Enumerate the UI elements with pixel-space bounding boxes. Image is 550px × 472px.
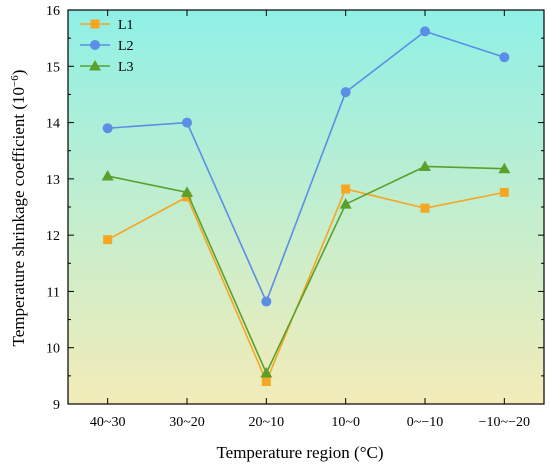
data-point-l1	[420, 203, 430, 213]
y-tick-label: 12	[46, 229, 60, 244]
x-axis-title: Temperature region (°C)	[216, 443, 383, 462]
data-point-l3	[419, 160, 431, 171]
legend-item-l1: L1	[80, 18, 134, 33]
data-point-l1	[103, 235, 113, 245]
legend-item-l2: L2	[80, 39, 134, 54]
legend-marker	[89, 60, 101, 71]
series-l2	[102, 26, 510, 307]
y-tick-label: 13	[46, 173, 60, 188]
legend-label: L1	[118, 18, 134, 33]
data-point-l2	[499, 52, 510, 63]
legend-label: L2	[118, 39, 134, 54]
x-tick-label: −10~−20	[479, 415, 530, 430]
data-point-l1	[261, 376, 271, 386]
legend-marker	[90, 19, 100, 29]
data-point-l3	[339, 198, 352, 209]
data-point-l3	[260, 367, 273, 378]
data-point-l1	[341, 184, 351, 194]
x-tick-label: 20~10	[249, 415, 285, 430]
x-tick-label: 0~−10	[407, 415, 443, 430]
series-l1	[103, 184, 509, 386]
y-tick-label: 15	[46, 60, 60, 75]
series-line-l2	[107, 30, 505, 304]
data-point-l1	[182, 192, 192, 202]
legend-marker	[90, 40, 100, 50]
data-point-l3	[101, 170, 114, 181]
x-tick-label: 40~30	[90, 415, 126, 430]
y-axis-title: Temperature shrinkage coefficient (10−6)	[9, 70, 28, 347]
data-point-l1	[499, 187, 509, 197]
y-axis-title-close: )	[9, 70, 28, 76]
data-point-l3	[181, 186, 193, 197]
data-point-l3	[498, 162, 511, 174]
y-axis-title-exponent: −6	[9, 75, 21, 87]
data-point-l2	[102, 123, 113, 134]
y-tick-label: 14	[46, 117, 60, 132]
data-point-l2	[420, 26, 430, 37]
y-tick-label: 16	[46, 4, 60, 19]
data-point-l2	[182, 117, 192, 128]
y-axis-title-main: Temperature shrinkage coefficient (10	[9, 87, 28, 347]
plot-area	[67, 9, 545, 405]
legend-label: L3	[118, 60, 134, 75]
y-tick-label: 11	[47, 285, 60, 300]
data-point-l2	[261, 296, 272, 307]
y-tick-label: 9	[53, 398, 60, 413]
y-tick-label: 10	[46, 342, 60, 357]
x-tick-label: 10~0	[331, 415, 360, 430]
data-point-l2	[340, 87, 351, 98]
series-line-l1	[107, 188, 505, 384]
series-l3	[101, 160, 511, 378]
x-tick-label: 30~20	[169, 415, 205, 430]
legend-item-l3: L3	[80, 60, 134, 75]
series-line-l3	[107, 165, 505, 375]
